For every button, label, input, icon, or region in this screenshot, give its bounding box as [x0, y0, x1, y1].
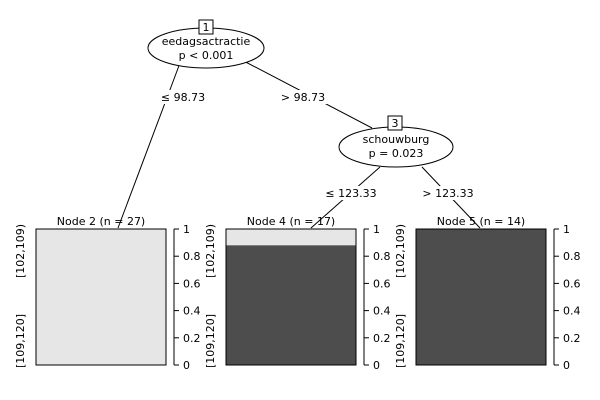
plot-frame	[225, 228, 357, 366]
y-tick-label: 0.8	[563, 250, 581, 263]
y-tick-label: 0	[373, 359, 380, 372]
node-3-id: 3	[392, 117, 399, 130]
class-label-102-109: [102,109)	[14, 224, 27, 278]
terminal-title: Node 5 (n = 14)	[437, 215, 525, 228]
y-tick-label: 0.8	[183, 250, 201, 263]
edge-label-3-4: ≤ 123.33	[325, 187, 376, 200]
plot-frame	[415, 228, 547, 366]
class-label-109-120: [109,120]	[394, 314, 407, 368]
edge-label-1-3: > 98.73	[281, 91, 325, 104]
y-tick-label: 0.2	[183, 332, 201, 345]
node-3-variable: schouwburg	[363, 133, 430, 146]
node-3-pvalue: p = 0.023	[369, 147, 424, 160]
class-label-109-120: [109,120]	[204, 314, 217, 368]
node-1-id-box	[198, 19, 214, 35]
plot-frame	[35, 228, 167, 366]
bar-segment-102-109	[36, 229, 166, 365]
y-tick-label: 0	[563, 359, 570, 372]
y-tick-label: 0.4	[183, 305, 201, 318]
edge-label-3-5: > 123.33	[422, 187, 473, 200]
y-tick-label: 1	[563, 223, 570, 236]
node-1-variable: eedagsactractie	[162, 35, 251, 48]
class-label-102-109: [102,109)	[204, 224, 217, 278]
node-3-id-box	[387, 115, 403, 131]
terminal-node-2: Node 2 (n = 27) 0 0.2 0.4 0.6 0.8 1 [102,109) [1…	[14, 215, 201, 372]
terminal-title: Node 4 (n = 17)	[247, 215, 335, 228]
terminal-node-5: Node 5 (n = 14) 0 0.2 0.4 0.6 0.8 1 [102,109) [1…	[394, 215, 581, 372]
terminal-title: Node 2 (n = 27)	[57, 215, 145, 228]
terminal-node-4: Node 4 (n = 17) 0 0.2 0.4 0.6 0.8 1 [102,109) [1…	[204, 215, 391, 372]
y-tick-label: 0	[183, 359, 190, 372]
y-tick-label: 0.4	[373, 305, 391, 318]
edge-1-to-2	[117, 62, 181, 229]
bar-segment-102-109	[226, 229, 356, 246]
bar-segment-109-120	[226, 245, 356, 365]
edge-label-1-2: ≤ 98.73	[161, 91, 205, 104]
y-tick-label: 1	[373, 223, 380, 236]
bar-segment-109-120	[416, 229, 546, 365]
y-tick-label: 0.6	[563, 277, 581, 290]
y-tick-label: 1	[183, 223, 190, 236]
node-1-pvalue: p < 0.001	[179, 49, 234, 62]
y-tick-label: 0.2	[563, 332, 581, 345]
y-tick-label: 0.6	[183, 277, 201, 290]
y-tick-label: 0.2	[373, 332, 391, 345]
y-tick-label: 0.4	[563, 305, 581, 318]
class-label-109-120: [109,120]	[14, 314, 27, 368]
node-1-id: 1	[203, 21, 210, 34]
y-tick-label: 0.8	[373, 250, 391, 263]
y-tick-label: 0.6	[373, 277, 391, 290]
class-label-102-109: [102,109)	[394, 224, 407, 278]
